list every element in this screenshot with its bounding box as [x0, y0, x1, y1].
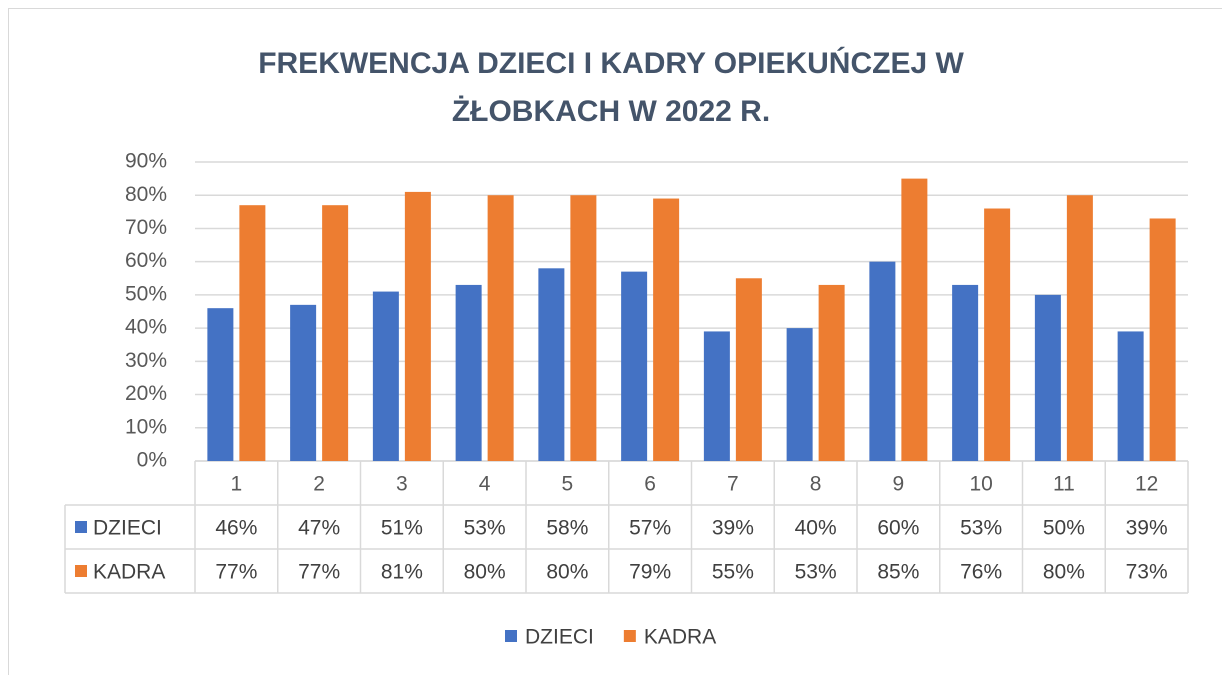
bar [207, 308, 234, 461]
table-cell: 77% [215, 561, 257, 584]
bar [290, 304, 317, 461]
bar [1034, 294, 1061, 461]
table-cell: 46% [215, 517, 257, 540]
table-cell: 55% [712, 561, 754, 584]
y-tick-label: 70% [125, 216, 167, 239]
x-tick-label: 12 [1135, 473, 1158, 496]
x-tick-label: 11 [1053, 473, 1075, 496]
legend-swatch [505, 630, 517, 642]
table-cell: 80% [464, 561, 506, 584]
table-cell: 81% [381, 561, 423, 584]
x-tick-label: 7 [727, 473, 739, 496]
bar [1117, 331, 1144, 461]
table-cell: 57% [629, 517, 671, 540]
bar [538, 268, 565, 461]
table-cell: 80% [546, 561, 588, 584]
y-tick-label: 50% [125, 282, 167, 305]
legend-swatch [623, 630, 636, 642]
table-row-header: KADRA [93, 561, 165, 584]
table-cell: 53% [795, 561, 837, 584]
y-tick-label: 40% [125, 316, 167, 339]
bar [455, 284, 482, 461]
chart-title: FREKWENCJA DZIECI I KADRY OPIEKUŃCZEJ W … [258, 47, 964, 128]
bar [372, 291, 399, 461]
table-cell: 58% [546, 517, 588, 540]
y-tick-label: 60% [125, 249, 167, 272]
x-tick-label: 1 [231, 473, 243, 496]
table-cell: 39% [712, 517, 754, 540]
bar [869, 261, 896, 461]
legend-label: KADRA [644, 626, 716, 649]
table-cell: 77% [298, 561, 340, 584]
y-tick-label: 90% [125, 150, 167, 173]
table-cell: 73% [1126, 561, 1168, 584]
x-tick-label: 8 [810, 473, 822, 496]
table-cell: 85% [877, 561, 919, 584]
chart-border [8, 8, 1222, 675]
y-tick-label: 0% [137, 449, 167, 472]
bar [984, 208, 1011, 461]
table-cell: 51% [381, 517, 423, 540]
x-tick-label: 3 [396, 473, 408, 496]
bar [239, 205, 266, 461]
y-tick-label: 30% [125, 349, 167, 372]
table-cell: 53% [464, 517, 506, 540]
bar [1149, 218, 1176, 461]
bar [735, 278, 762, 461]
bar [621, 271, 648, 461]
bar [952, 284, 979, 461]
table-cell: 80% [1043, 561, 1085, 584]
y-tick-label: 80% [125, 183, 167, 206]
x-tick-label: 9 [893, 473, 905, 496]
table-cell: 50% [1043, 517, 1085, 540]
x-tick-label: 6 [644, 473, 656, 496]
table-row-header: DZIECI [93, 517, 162, 540]
table-cell: 40% [795, 517, 837, 540]
y-tick-label: 10% [125, 415, 167, 438]
bar [570, 195, 597, 461]
bar [1066, 195, 1093, 461]
bar [901, 178, 928, 461]
x-tick-label: 4 [479, 473, 491, 496]
bar [786, 328, 813, 461]
table-cell: 47% [298, 517, 340, 540]
table-cell: 60% [877, 517, 919, 540]
table-cell: 39% [1126, 517, 1168, 540]
bar [703, 331, 730, 461]
y-tick-label: 20% [125, 382, 167, 405]
bar [487, 195, 514, 461]
table-cell: 53% [960, 517, 1002, 540]
table-legend-key [75, 565, 87, 577]
bar [322, 205, 349, 461]
bar [818, 284, 845, 461]
table-cell: 79% [629, 561, 671, 584]
table-legend-key [75, 521, 87, 533]
x-tick-label: 10 [969, 473, 992, 496]
x-tick-label: 5 [562, 473, 574, 496]
bar [653, 198, 680, 462]
x-tick-label: 2 [313, 473, 325, 496]
table-cell: 76% [960, 561, 1002, 584]
bar [404, 191, 431, 461]
legend-label: DZIECI [525, 626, 594, 649]
